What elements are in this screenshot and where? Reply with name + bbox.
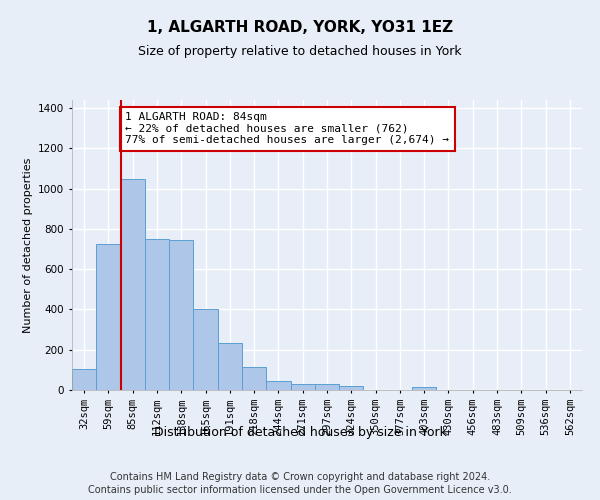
Bar: [290, 384, 315, 390]
Text: Distribution of detached houses by size in York: Distribution of detached houses by size …: [154, 426, 446, 439]
Bar: [169, 240, 193, 390]
Bar: [72, 369, 96, 390]
Bar: [242, 367, 266, 390]
Bar: [121, 178, 145, 390]
Bar: [193, 310, 218, 390]
Text: 1, ALGARTH ROAD, YORK, YO31 1EZ: 1, ALGARTH ROAD, YORK, YO31 1EZ: [147, 20, 453, 35]
Bar: [96, 244, 121, 390]
Y-axis label: Number of detached properties: Number of detached properties: [23, 158, 32, 332]
Bar: [339, 386, 364, 390]
Bar: [218, 342, 242, 390]
Bar: [266, 381, 290, 390]
Text: Size of property relative to detached houses in York: Size of property relative to detached ho…: [138, 45, 462, 58]
Bar: [315, 384, 339, 390]
Text: Contains public sector information licensed under the Open Government Licence v3: Contains public sector information licen…: [88, 485, 512, 495]
Bar: [412, 388, 436, 390]
Bar: [145, 239, 169, 390]
Text: 1 ALGARTH ROAD: 84sqm
← 22% of detached houses are smaller (762)
77% of semi-det: 1 ALGARTH ROAD: 84sqm ← 22% of detached …: [125, 112, 449, 146]
Text: Contains HM Land Registry data © Crown copyright and database right 2024.: Contains HM Land Registry data © Crown c…: [110, 472, 490, 482]
